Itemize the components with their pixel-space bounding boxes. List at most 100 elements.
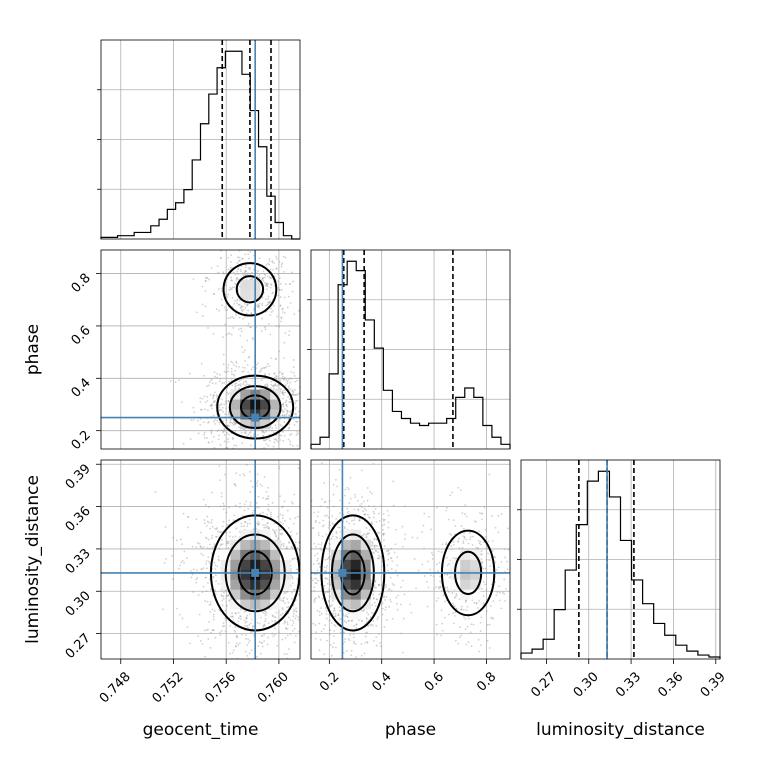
scatter-point	[211, 382, 214, 384]
scatter-point	[327, 516, 330, 519]
scatter-point	[241, 257, 244, 260]
scatter-point	[224, 323, 227, 326]
scatter-point	[266, 513, 268, 516]
scatter-point	[244, 521, 246, 523]
scatter-point	[231, 436, 234, 439]
scatter-point	[387, 569, 389, 572]
scatter-point	[296, 532, 298, 535]
scatter-point	[229, 652, 231, 655]
scatter-point	[220, 495, 223, 498]
scatter-point	[289, 440, 292, 443]
scatter-point	[368, 532, 370, 535]
scatter-point	[349, 634, 352, 636]
scatter-point	[279, 282, 282, 285]
scatter-point	[222, 411, 225, 413]
scatter-point	[181, 617, 184, 620]
scatter-point	[454, 639, 457, 642]
density-cell	[240, 289, 251, 301]
scatter-point	[211, 403, 213, 406]
scatter-point	[265, 282, 268, 285]
scatter-point	[266, 363, 269, 365]
scatter-point	[298, 593, 300, 596]
scatter-point	[210, 405, 213, 407]
scatter-point	[229, 531, 231, 534]
scatter-point	[247, 324, 249, 327]
scatter-point	[208, 458, 210, 460]
density-cell	[350, 579, 362, 590]
scatter-point	[328, 604, 331, 607]
scatter-point	[190, 419, 193, 421]
scatter-point	[348, 522, 351, 525]
scatter-point	[227, 364, 230, 366]
scatter-point	[376, 618, 379, 621]
scatter-point	[212, 394, 215, 396]
scatter-point	[301, 617, 303, 619]
scatter-point	[372, 551, 374, 554]
scatter-point	[249, 326, 251, 329]
scatter-point	[274, 357, 277, 360]
scatter-point	[222, 520, 225, 523]
scatter-point	[289, 413, 292, 416]
scatter-point	[479, 644, 482, 647]
scatter-point	[282, 597, 285, 600]
scatter-point	[452, 604, 455, 607]
scatter-point	[281, 414, 284, 417]
scatter-point	[282, 439, 285, 442]
scatter-point	[281, 403, 284, 406]
scatter-point	[452, 557, 455, 559]
scatter-point	[206, 567, 208, 570]
scatter-point	[249, 435, 252, 438]
scatter-point	[271, 261, 274, 264]
scatter-point	[225, 511, 228, 514]
scatter-point	[286, 590, 288, 593]
scatter-point	[269, 515, 272, 518]
scatter-point	[444, 600, 446, 603]
scatter-point	[220, 298, 223, 301]
scatter-point	[236, 236, 238, 238]
scatter-point	[452, 543, 455, 546]
scatter-point	[480, 587, 483, 590]
ytick-label-phase-1: 0.4	[69, 376, 94, 401]
scatter-point	[313, 599, 316, 602]
scatter-point	[480, 553, 482, 556]
scatter-point	[427, 560, 430, 563]
scatter-point	[251, 511, 254, 514]
scatter-point	[284, 384, 287, 387]
scatter-point	[283, 592, 286, 595]
scatter-point	[246, 624, 249, 627]
density-cell	[230, 569, 241, 580]
scatter-point	[333, 635, 335, 637]
scatter-point	[246, 303, 249, 306]
scatter-point	[370, 623, 373, 626]
scatter-point	[257, 522, 260, 525]
density-cell	[230, 589, 241, 600]
scatter-point	[241, 257, 244, 260]
y-axis-title-phase: phase	[23, 324, 43, 375]
scatter-point	[223, 403, 226, 406]
scatter-point	[308, 609, 310, 611]
scatter-point	[235, 642, 238, 645]
density-cell	[260, 599, 271, 610]
scatter-point	[375, 538, 378, 541]
scatter-point	[222, 336, 224, 339]
scatter-point	[400, 603, 402, 606]
scatter-point	[274, 382, 277, 385]
scatter-point	[328, 523, 331, 526]
scatter-point	[287, 295, 290, 298]
scatter-point	[374, 549, 377, 552]
scatter-point	[233, 421, 236, 424]
scatter-point	[211, 534, 214, 537]
scatter-point	[332, 610, 335, 613]
scatter-point	[366, 641, 369, 644]
scatter-point	[210, 267, 213, 269]
scatter-point	[387, 670, 389, 672]
scatter-point	[295, 434, 298, 437]
density-cell	[230, 399, 241, 410]
scatter-point	[191, 573, 194, 576]
scatter-point	[238, 260, 240, 262]
scatter-point	[324, 577, 327, 579]
scatter-point	[301, 547, 303, 549]
scatter-point	[396, 574, 399, 577]
scatter-point	[347, 619, 350, 622]
scatter-point	[286, 653, 288, 655]
